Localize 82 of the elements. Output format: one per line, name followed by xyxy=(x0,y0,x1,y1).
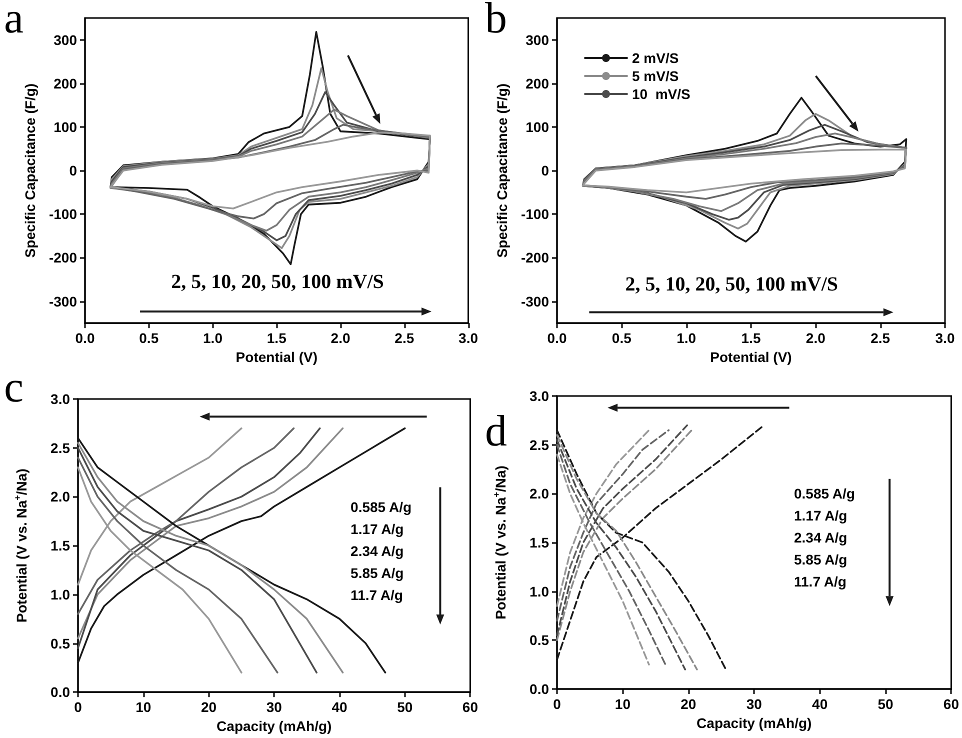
y-tick-label: -200 xyxy=(48,250,78,266)
y-tick-label: -300 xyxy=(48,293,78,310)
x-tick-label: 60 xyxy=(943,696,960,712)
y-tick-label: -100 xyxy=(520,206,550,222)
y-tick-label: -200 xyxy=(520,250,550,266)
x-tick-label: 0.5 xyxy=(612,330,632,346)
chart-title: d xyxy=(485,406,507,456)
chart-title: a xyxy=(4,0,24,42)
y-tick-label: 3.0 xyxy=(530,388,550,404)
y-tick-label: 1.5 xyxy=(530,534,550,550)
y-tick-label: 300 xyxy=(54,32,78,48)
x-tick-label: 2.5 xyxy=(870,330,890,346)
annotation: 2, 5, 10, 20, 50, 100 mV/S xyxy=(171,270,384,293)
x-tick-label: 10 xyxy=(614,696,631,712)
x-tick-label: 40 xyxy=(812,696,828,712)
y-tick-label: 300 xyxy=(526,32,550,48)
legend-label: 5 mV/S xyxy=(632,68,679,84)
annotation: 2, 5, 10, 20, 50, 100 mV/S xyxy=(625,273,838,296)
x-tick-label: 10 xyxy=(136,699,152,716)
y-axis-title: Potential (V vs. Na+/Na) xyxy=(12,468,30,622)
annotation: 0.585 A/g xyxy=(794,486,855,502)
x-tick-label: 1.0 xyxy=(203,330,223,346)
legend-label: 2 mV/S xyxy=(632,50,679,66)
annotation: 11.7 A/g xyxy=(350,586,403,603)
annotation: 5.85 A/g xyxy=(794,552,848,568)
y-tick-label: 1.5 xyxy=(50,538,70,554)
y-tick-label: 2.5 xyxy=(530,436,550,453)
y-axis-title: Specific Capacitance (F/g) xyxy=(22,83,38,258)
annotation: 1.17 A/g xyxy=(350,520,404,537)
x-tick-label: 50 xyxy=(878,696,894,712)
x-axis-title: Capacity (mAh/g) xyxy=(696,714,812,731)
x-tick-label: 0.0 xyxy=(547,330,567,346)
y-tick-label: 0 xyxy=(69,162,78,179)
x-tick-label: 30 xyxy=(266,699,282,716)
y-tick-label: 1.0 xyxy=(50,586,70,602)
x-axis-title: Capacity (mAh/g) xyxy=(216,718,332,734)
y-axis-title: Potential (V vs. Na+/Na) xyxy=(492,466,508,620)
x-tick-label: 0 xyxy=(553,696,562,712)
y-tick-label: 2.0 xyxy=(50,488,70,505)
y-tick-label: 0.0 xyxy=(530,681,550,697)
y-tick-label: 2.0 xyxy=(530,486,550,502)
x-tick-label: 2.0 xyxy=(330,330,350,346)
chart-title: b xyxy=(485,0,507,42)
x-tick-label: 1.5 xyxy=(266,330,287,346)
x-axis-title: Potential (V) xyxy=(236,349,318,365)
y-tick-label: -300 xyxy=(520,293,550,310)
y-tick-label: 0.5 xyxy=(50,635,70,652)
annotation: 5.85 A/g xyxy=(350,564,404,581)
y-tick-label: 100 xyxy=(526,118,550,135)
x-tick-label: 60 xyxy=(462,699,478,716)
y-tick-label: 3.0 xyxy=(50,391,70,407)
x-tick-label: 2.5 xyxy=(394,330,414,346)
x-tick-label: 50 xyxy=(397,699,413,716)
annotation: 2.34 A/g xyxy=(794,530,848,546)
x-tick-label: 2.0 xyxy=(806,330,826,346)
annotation: 2.34 A/g xyxy=(350,542,404,559)
y-tick-label: 1.0 xyxy=(530,583,550,600)
x-tick-label: 1.0 xyxy=(676,330,696,346)
x-axis-title: Potential (V) xyxy=(710,349,792,365)
annotation: 1.17 A/g xyxy=(794,508,848,524)
x-tick-label: 20 xyxy=(200,699,217,716)
chart-title: c xyxy=(4,362,24,412)
x-tick-label: 30 xyxy=(746,696,762,712)
y-tick-label: -100 xyxy=(48,206,78,222)
x-tick-label: 3.0 xyxy=(935,330,955,346)
y-tick-label: 0.0 xyxy=(50,684,70,700)
x-tick-label: 40 xyxy=(332,699,348,716)
y-tick-label: 100 xyxy=(54,118,78,135)
x-tick-label: 1.5 xyxy=(741,330,761,346)
y-tick-label: 2.5 xyxy=(50,440,70,456)
legend-label: 10 mV/S xyxy=(632,86,690,102)
y-tick-label: 200 xyxy=(526,75,550,92)
x-tick-label: 0.5 xyxy=(139,330,159,346)
y-tick-label: 0.5 xyxy=(530,632,550,648)
x-tick-label: 3.0 xyxy=(458,330,478,346)
x-tick-label: 0.0 xyxy=(75,330,95,346)
y-tick-label: 0 xyxy=(541,162,550,179)
annotation: 0.585 A/g xyxy=(350,498,412,515)
y-axis-title: Specific Capacitance (F/g) xyxy=(494,83,510,258)
y-tick-label: 200 xyxy=(54,75,78,92)
annotation: 11.7 A/g xyxy=(794,574,846,590)
x-tick-label: 20 xyxy=(680,696,696,712)
